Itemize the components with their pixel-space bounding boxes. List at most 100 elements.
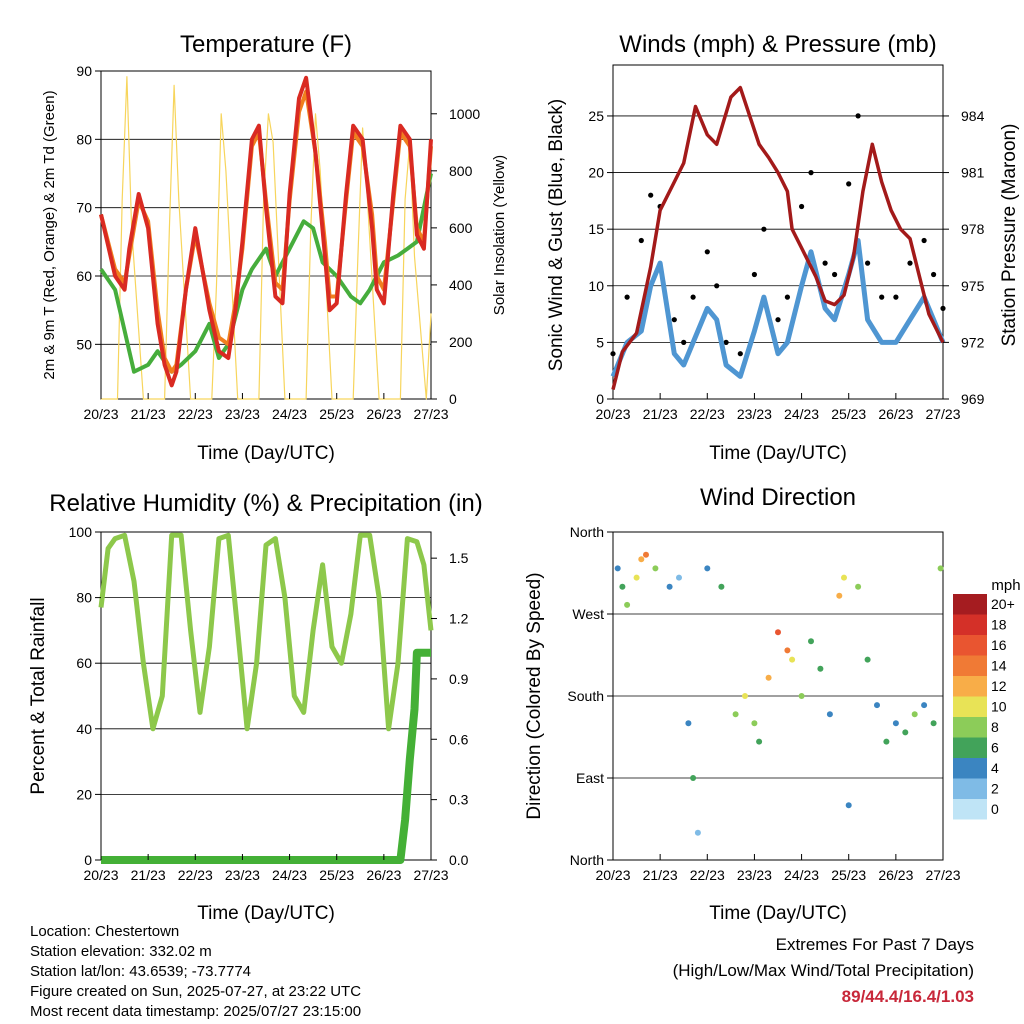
winds-y2-tick-label: 975 [961,278,985,294]
temperature-y2-tick-label: 0 [449,391,457,407]
speed-legend: mph 20+ 18 16 14 12 10 8 6 4 2 0 [953,577,1021,820]
humidity-grid [101,597,431,795]
temperature-y-tick-label: 80 [76,131,92,147]
humidity-x-tick-label: 27/23 [413,867,448,883]
winds-plot-frame [612,64,944,400]
humidity-x-label: Time (Day/UTC) [197,903,335,924]
winds-y2-tick-label: 972 [961,334,985,350]
temperature-y2-tick-label: 1000 [449,106,480,122]
winds-y-tick-label: 5 [596,334,604,350]
speed-legend-title: mph [991,577,1020,594]
humidity-panel: Relative Humidity (%) & Precipitation (i… [28,490,483,924]
gust-point [704,249,710,255]
gust-point [940,305,946,311]
winds-y2-label: Station Pressure (Maroon) [999,124,1020,347]
temperature-y2-label: Solar Insolation (Yellow) [491,155,508,315]
temperature-x-tick-label: 24/23 [272,406,307,422]
wind-direction-point [817,665,824,672]
winds-grid [613,115,943,343]
sonic-wind-line [610,238,946,379]
wind-direction-point [718,583,725,590]
speed-legend-label: 16 [991,637,1007,653]
temperature-x-tick-label: 26/23 [366,406,401,422]
winds-x-label: Time (Day/UTC) [709,443,847,464]
speed-legend-swatch [953,635,987,656]
temperature-title: Temperature (F) [180,31,352,58]
gust-point [690,294,696,300]
winds-x-tick-label: 27/23 [925,406,960,422]
winds-x-ticks: 20/23 21/23 22/23 23/23 24/23 25/23 26/23 27/23 [595,393,961,422]
temperature-y2-ticks: 0 200 400 600 800 1000 [431,106,480,407]
temperature-y-label: 2m & 9m T (Red, Orange) & 2m Td (Green) [41,90,58,379]
wind-direction-point [784,647,791,654]
wind-direction-panel: Wind Direction North East South West North 2… [524,484,1021,924]
humidity-y-tick-label: 60 [76,655,92,671]
speed-legend-swatch [953,799,987,820]
winds-y2-ticks: 969 972 975 978 981 984 [943,108,985,407]
gust-point [931,271,937,278]
humidity-y-label: Percent & Total Rainfall [28,597,49,794]
wind-direction-point [690,775,697,781]
humidity-x-tick-label: 20/23 [83,867,118,883]
wind-direction-x-ticks: 20/23 21/23 22/23 23/23 24/23 25/23 26/23 27/23 [595,854,961,883]
humidity-x-tick-label: 21/23 [131,867,166,883]
temperature-y2-tick-label: 200 [449,334,473,350]
winds-x-tick-label: 24/23 [784,406,819,422]
gust-point [865,260,871,266]
gust-point [921,237,927,244]
winds-panel: Winds (mph) & Pressure (mb) 0 5 10 15 20 25 9… [546,31,1020,464]
wind-direction-point [937,565,944,572]
wind-direction-point [756,738,763,745]
temperature-9m-line [99,89,433,374]
wind-direction-point [624,601,631,608]
temperature-x-tick-label: 20/23 [83,406,118,422]
wind-direction-point [638,556,645,563]
gust-point [723,339,729,345]
wind-direction-point [765,674,772,681]
wind-direction-point [751,720,758,727]
wind-direction-point [732,711,739,718]
gust-point [648,192,654,198]
gust-point [737,351,743,357]
temperature-x-label: Time (Day/UTC) [197,443,335,464]
speed-legend-label: 2 [991,781,999,797]
solar-insolation-line [101,76,432,400]
recent-timestamp: Most recent data timestamp: 2025/07/27 2… [30,1003,362,1020]
winds-y-tick-label: 10 [588,278,604,294]
humidity-x-tick-label: 24/23 [272,867,307,883]
humidity-y2-tick-label: 0.9 [449,671,469,687]
wind-direction-point [643,551,649,558]
speed-legend-label: 8 [991,719,999,735]
winds-y-ticks: 0 5 10 15 20 25 [588,108,613,407]
wind-direction-point [883,738,890,745]
wind-direction-y-ticks: North East South West North [567,524,613,868]
temperature-x-tick-label: 21/23 [131,406,166,422]
winds-y-tick-label: 15 [588,221,604,237]
gust-point [638,237,644,244]
speed-legend-label: 12 [991,678,1007,694]
wind-direction-x-tick-label: 21/23 [643,867,678,883]
humidity-y-tick-label: 40 [76,721,92,737]
wind-direction-point [798,693,805,699]
speed-legend-swatch [953,758,987,779]
relative-humidity-line [98,532,434,732]
wind-direction-point [911,711,918,718]
humidity-title: Relative Humidity (%) & Precipitation (i… [49,490,482,517]
wind-direction-point [864,656,871,663]
wind-direction-point [619,583,626,590]
temperature-y2-tick-label: 600 [449,220,473,236]
winds-x-tick-label: 26/23 [878,406,913,422]
wind-direction-point [921,702,928,709]
wind-direction-point [694,829,701,836]
temperature-y2-tick-label: 400 [449,277,473,293]
wind-direction-x-tick-label: 26/23 [878,867,913,883]
wind-direction-grid [613,613,943,779]
wind-direction-point [614,565,621,572]
station-info: Location: Chestertown Station elevation:… [30,922,361,1022]
humidity-x-tick-label: 26/23 [366,867,401,883]
extremes-title: Extremes For Past 7 Days [775,935,974,954]
gust-point [832,271,838,278]
speed-legend-swatch [953,717,987,738]
wind-direction-y-tick-label: South [567,688,604,704]
wind-direction-x-tick-label: 20/23 [595,867,630,883]
